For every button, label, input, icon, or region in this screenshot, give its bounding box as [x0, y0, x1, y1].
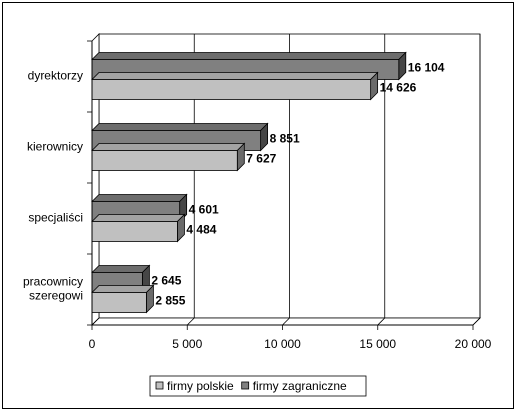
category-label: dyrektorzy: [28, 69, 83, 83]
category-label: specjaliści: [28, 211, 83, 225]
data-label: 16 104: [408, 61, 445, 75]
legend-swatch: [241, 381, 250, 390]
bar-top: [91, 52, 407, 60]
category-label: szeregowi: [29, 289, 83, 303]
data-label: 4 484: [186, 223, 216, 237]
floor-gridline: [282, 317, 290, 326]
data-label: 8 851: [270, 132, 300, 146]
chart-frame: 16 104 14 626 dyrektorzy 8 851 7 627 kierowni…: [2, 2, 514, 409]
bar-top: [91, 214, 186, 222]
floor-gridline: [186, 317, 195, 326]
bar-top: [91, 143, 246, 151]
x-tick-label: 15 000: [359, 337, 396, 351]
bar-top: [91, 194, 188, 202]
bar-top: [91, 265, 151, 273]
floor-gridline: [377, 317, 386, 326]
bar: [91, 221, 178, 242]
floor-gridline: [472, 317, 481, 326]
bar-top: [91, 123, 269, 131]
x-tick-label: 0: [89, 337, 96, 351]
data-label: 2 855: [155, 294, 185, 308]
x-tick-label: 5 000: [172, 337, 202, 351]
data-label: 4 601: [189, 203, 219, 217]
bar: [91, 79, 372, 100]
data-label: 7 627: [246, 152, 276, 166]
floor-gridline: [91, 317, 100, 326]
category-label: kierownicy: [27, 140, 83, 154]
bar: [91, 292, 147, 313]
bar-top: [91, 285, 155, 293]
data-label: 14 626: [380, 81, 417, 95]
bar-top: [91, 72, 379, 80]
x-tick-label: 10 000: [264, 337, 301, 351]
legend-swatch: [155, 381, 164, 390]
data-label: 2 645: [151, 274, 181, 288]
x-tick-label: 20 000: [455, 337, 492, 351]
legend-label: firmy zagraniczne: [253, 379, 347, 393]
legend: [149, 375, 367, 397]
bar: [91, 150, 238, 171]
category-label: pracownicy: [23, 275, 83, 289]
legend-label: firmy polskie: [167, 379, 234, 393]
bar-chart: 16 104 14 626 dyrektorzy 8 851 7 627 kierowni…: [23, 33, 492, 397]
